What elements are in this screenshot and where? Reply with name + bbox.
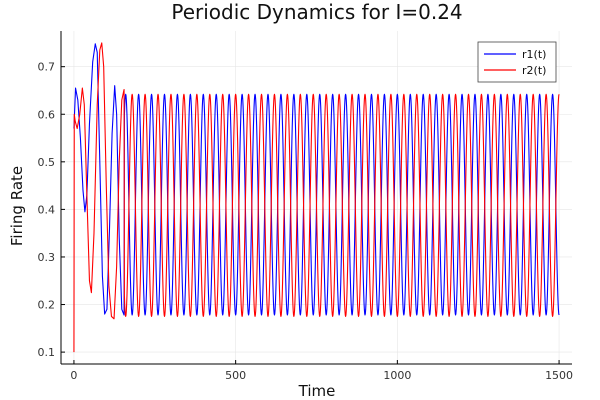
series-layer: [73, 42, 560, 353]
y-tick-label: 0.6: [38, 108, 56, 121]
y-tick-label: 0.4: [38, 203, 56, 216]
y-axis-title: Firing Rate: [8, 166, 26, 246]
x-tick-label: 0: [70, 369, 77, 382]
series-line-2: [73, 42, 560, 353]
x-axis-title: Time: [298, 382, 336, 400]
legend-box: [477, 41, 557, 83]
y-tick-label: 0.5: [38, 156, 56, 169]
x-tick-label: 1000: [383, 369, 411, 382]
axes: [60, 31, 572, 365]
x-tick-label: 500: [225, 369, 246, 382]
legend-label: r1(t): [522, 48, 546, 61]
tick-labels: 0 500 1000 1500 0.1 0.2 0.3 0.4 0.5 0.6 0.7: [38, 61, 574, 382]
y-tick-label: 0.3: [38, 251, 56, 264]
legend: r1(t) r2(t): [477, 41, 557, 83]
x-tick-label: 1500: [545, 369, 573, 382]
y-tick-label: 0.7: [38, 61, 56, 74]
y-tick-label: 0.2: [38, 299, 56, 312]
legend-label: r2(t): [522, 64, 546, 77]
y-tick-label: 0.1: [38, 346, 56, 359]
chart-title: Periodic Dynamics for I=0.24: [171, 0, 462, 24]
series-line-1: [73, 43, 560, 316]
